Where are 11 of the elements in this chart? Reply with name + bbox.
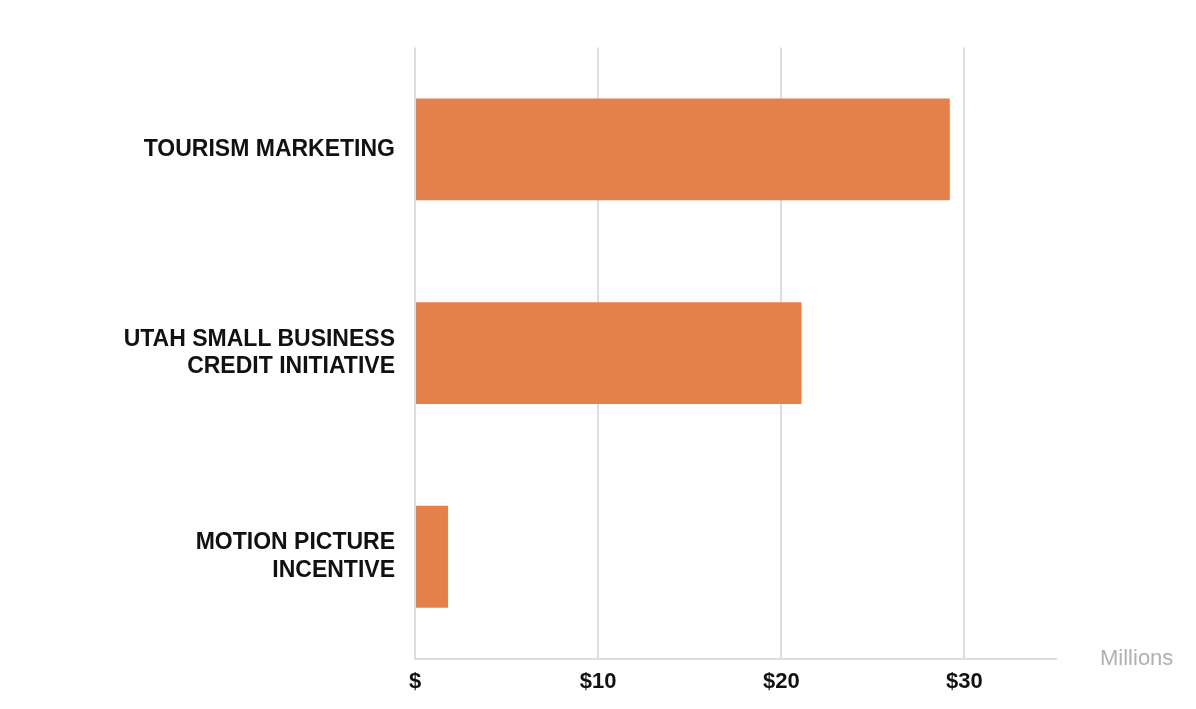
bar: [416, 98, 950, 201]
x-tick-label: $20: [762, 667, 800, 693]
bar: [416, 302, 802, 405]
x-tick-label: $30: [946, 667, 983, 693]
y-tick-label: UTAH SMALL BUSINESS CREDIT INITIATIVE: [123, 324, 395, 379]
y-tick-label: MOTION PICTURE INCENTIVE: [195, 528, 395, 582]
x-tick-label: $: [408, 667, 422, 693]
x-tick-label: $10: [579, 667, 617, 693]
bar: [416, 505, 448, 608]
y-tick-label: TOURISM MARKETING: [143, 134, 395, 161]
x-axis-title: Millions: [1100, 644, 1174, 670]
